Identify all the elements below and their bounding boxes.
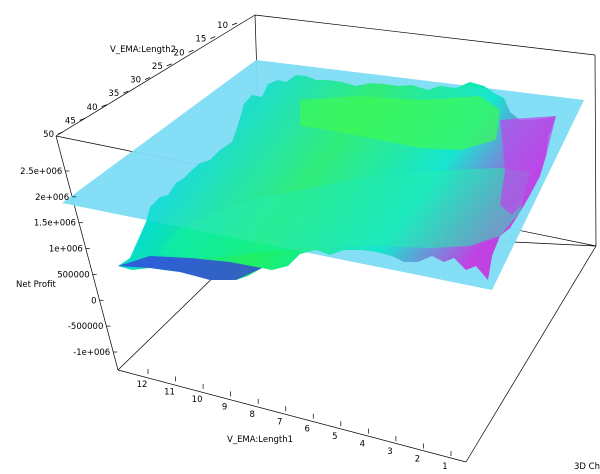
z-tick-label: -1e+006: [73, 348, 110, 358]
y-tick-label: 25: [152, 62, 163, 72]
x-tick-label: 4: [360, 440, 365, 450]
y-tick-mark: [101, 104, 107, 108]
box-edge-right-back: [594, 54, 597, 247]
y-axis-ticks: 10 15 20 25 30 35 40 45 50: [43, 21, 238, 140]
y-tick-label: 50: [43, 130, 54, 140]
surface-front-edge: [118, 256, 262, 280]
z-tick-label: -500000: [68, 322, 104, 332]
z-tick-label: 0: [91, 296, 96, 306]
chart-corner-label: 3D Cha: [574, 462, 600, 472]
x-tick-label: 7: [277, 417, 282, 427]
y-tick-label: 30: [130, 76, 141, 86]
profit-surface: [118, 75, 556, 280]
box-edge-top-back: [254, 14, 596, 56]
x-tick-label: 9: [222, 402, 227, 412]
y-tick-mark: [210, 36, 216, 39]
x-tick-label: 6: [305, 425, 310, 435]
x-tick-label: 2: [415, 455, 420, 465]
surface-right-edge: [500, 116, 556, 215]
y-tick-mark: [166, 63, 172, 67]
z-tick-label: 1.5e+006: [34, 219, 76, 229]
x-tick-label: 1: [442, 462, 447, 472]
x-tick-label: 11: [164, 387, 175, 397]
y-tick-mark: [231, 22, 238, 26]
y-tick-label: 15: [195, 35, 206, 45]
y-axis-title: V_EMA:Length2: [110, 45, 176, 55]
y-tick-label: 40: [87, 103, 98, 113]
x-tick-label: 3: [387, 447, 392, 457]
box-edge-right-front: [465, 245, 597, 463]
z-tick-label: 1e+006: [49, 245, 83, 255]
y-tick-mark: [57, 131, 64, 135]
z-axis-ticks: 2.5e+006 2e+006 1.5e+006 1e+006 500000 0 -5000…: [20, 167, 118, 358]
box-edge-top-left: [55, 14, 256, 137]
y-tick-label: 20: [174, 48, 185, 58]
x-tick-label: 12: [137, 380, 148, 390]
surface-mid-region: [160, 168, 530, 258]
y-tick-label: 35: [108, 89, 119, 99]
x-tick-label: 10: [192, 395, 203, 405]
y-tick-mark: [123, 90, 129, 94]
x-axis-ticks: 12 11 10 9 8 7 6 5 4 3 2 1: [137, 369, 452, 472]
z-tick-label: 2.5e+006: [20, 167, 62, 177]
z-tick-label: 2e+006: [35, 193, 69, 203]
y-tick-mark: [188, 49, 194, 53]
reference-plane-overlay: [62, 60, 584, 290]
x-axis-title: V_EMA:Length1: [227, 435, 293, 445]
box-edge-bottom-front: [117, 369, 467, 463]
z-axis-title: Net Profit: [16, 280, 56, 290]
y-tick-label: 10: [217, 21, 228, 31]
x-tick-label: 8: [249, 410, 254, 420]
y-tick-mark: [79, 118, 85, 121]
z-tick-label: 500000: [57, 270, 89, 280]
surface-peak-region: [300, 96, 500, 150]
y-tick-label: 45: [65, 116, 76, 126]
x-tick-label: 5: [332, 432, 337, 442]
y-tick-mark: [144, 77, 151, 80]
box-edge-left-vertical: [55, 135, 119, 371]
